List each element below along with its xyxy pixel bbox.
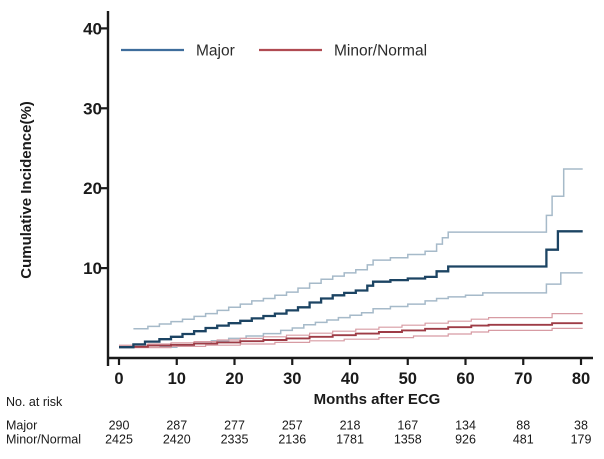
x-axis-title: Months after ECG [314, 391, 441, 408]
at-risk-count-major: 218 [340, 419, 361, 433]
at-risk-count-major: 287 [166, 419, 187, 433]
at-risk-count-minor-normal: 2425 [105, 433, 133, 447]
y-tick-label: 20 [83, 179, 102, 198]
curve-minor-normal [119, 322, 583, 348]
at-risk-count-minor-normal: 1358 [394, 433, 422, 447]
at-risk-count-major: 290 [109, 419, 130, 433]
chart-generated-layer: 10 20 30 40 0 10 20 30 40 50 60 70 80 290 287 277 257 218… [83, 11, 593, 447]
curve-major [119, 230, 583, 349]
curve-minor-normal-95-ci-upper [119, 313, 583, 346]
at-risk-row-label-minor-normal: Minor/Normal [6, 433, 81, 447]
at-risk-table: No. at risk Major Minor/Normal [6, 395, 81, 447]
y-tick-label: 40 [83, 19, 102, 38]
at-risk-row-label-major: Major [6, 419, 37, 433]
legend-label-minor-normal: Minor/Normal [334, 43, 427, 60]
x-tick-label: 80 [572, 370, 590, 388]
curve-major-95-ci-upper [133, 168, 583, 330]
at-risk-count-major: 277 [224, 419, 245, 433]
at-risk-count-major: 167 [397, 419, 418, 433]
x-tick-label: 0 [114, 370, 123, 388]
at-risk-count-minor-normal: 2136 [278, 433, 306, 447]
y-tick-label: 10 [83, 259, 102, 278]
x-tick-label: 60 [456, 370, 474, 388]
x-tick-label: 10 [168, 370, 186, 388]
x-tick-label: 40 [341, 370, 359, 388]
x-tick-label: 20 [225, 370, 243, 388]
x-tick-label: 70 [514, 370, 532, 388]
x-tick-label: 30 [283, 370, 301, 388]
at-risk-count-minor-normal: 481 [513, 433, 534, 447]
at-risk-count-minor-normal: 2335 [221, 433, 249, 447]
at-risk-count-major: 257 [282, 419, 303, 433]
legend: Major Minor/Normal [121, 43, 427, 60]
curve-minor-normal-95-ci-lower [119, 327, 583, 349]
at-risk-count-minor-normal: 179 [571, 433, 592, 447]
at-risk-title: No. at risk [6, 395, 63, 409]
y-axis-title: Cumulative Incidence(%) [18, 101, 35, 279]
legend-label-major: Major [196, 43, 235, 60]
x-tick-label: 50 [399, 370, 417, 388]
at-risk-count-minor-normal: 926 [455, 433, 476, 447]
at-risk-count-minor-normal: 2420 [163, 433, 191, 447]
at-risk-count-major: 134 [455, 419, 476, 433]
at-risk-count-major: 88 [516, 419, 530, 433]
at-risk-count-major: 38 [574, 419, 588, 433]
curve-major-95-ci-lower [159, 272, 583, 348]
at-risk-count-minor-normal: 1781 [336, 433, 364, 447]
y-tick-label: 30 [83, 99, 102, 118]
